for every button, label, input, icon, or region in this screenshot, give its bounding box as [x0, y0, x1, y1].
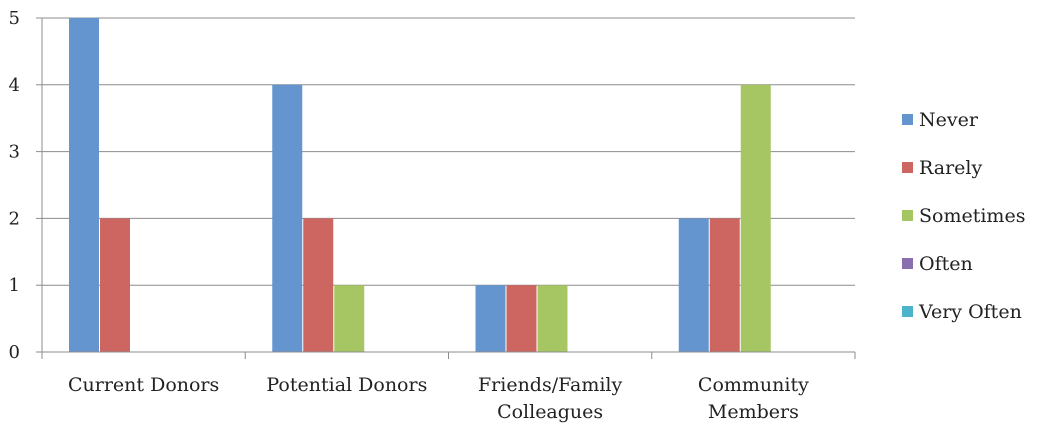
- bar-rarely: [303, 218, 334, 352]
- bar-never: [69, 18, 99, 352]
- y-tick-label: 0: [9, 342, 20, 363]
- y-tick-label: 1: [9, 275, 20, 296]
- legend: Never Rarely Sometimes Often Very Often: [902, 109, 1025, 323]
- legend-swatch: [902, 114, 913, 125]
- x-axis-category-labels: Current Donors Potential Donors Friends/Fa…: [68, 374, 809, 423]
- legend-label: Never: [919, 109, 979, 131]
- y-axis-tick-labels: 0 1 2 3 4 5: [9, 8, 20, 363]
- axes: [36, 17, 856, 359]
- x-category-label: Community: [698, 374, 809, 396]
- x-category-label: Potential Donors: [266, 374, 427, 396]
- bar-sometimes: [334, 285, 365, 352]
- bar-sometimes: [537, 285, 568, 352]
- y-tick-label: 5: [9, 8, 20, 29]
- legend-swatch: [902, 306, 913, 317]
- x-category-label: Members: [708, 401, 799, 423]
- legend-label: Sometimes: [919, 205, 1025, 227]
- bar-rarely: [506, 285, 537, 352]
- bar-never: [678, 218, 709, 352]
- bar-rarely: [100, 218, 130, 352]
- legend-label: Rarely: [919, 157, 982, 179]
- x-category-label: Current Donors: [68, 374, 219, 396]
- legend-label: Often: [919, 253, 973, 275]
- bar-sometimes: [740, 84, 771, 353]
- bar-never: [475, 285, 506, 352]
- legend-label: Very Often: [918, 301, 1022, 323]
- bar-rarely: [709, 218, 740, 352]
- y-tick-label: 3: [9, 142, 20, 163]
- legend-swatch: [902, 210, 913, 221]
- legend-swatch: [902, 162, 913, 173]
- legend-swatch: [902, 258, 913, 269]
- bars: [69, 18, 771, 353]
- y-tick-label: 2: [9, 208, 20, 229]
- y-tick-label: 4: [9, 75, 20, 96]
- x-category-label: Friends/Family: [478, 374, 623, 396]
- x-category-label: Colleagues: [497, 401, 603, 423]
- bar-never: [272, 84, 303, 353]
